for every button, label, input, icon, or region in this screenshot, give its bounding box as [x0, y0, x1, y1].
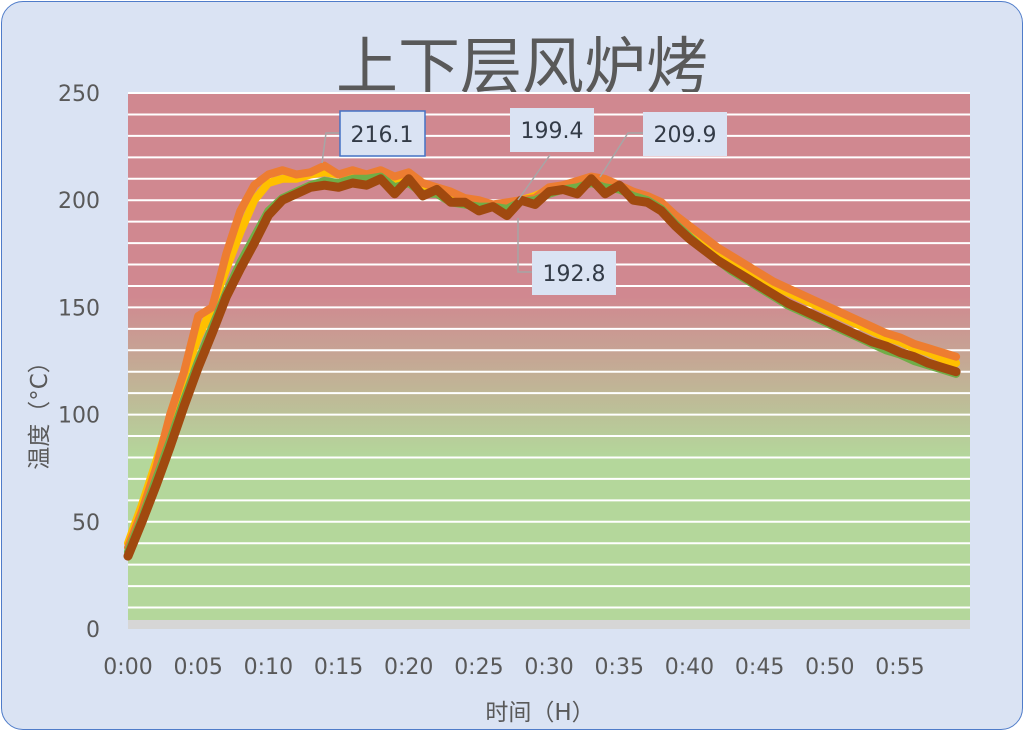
x-tick-label: 0:30: [524, 655, 573, 680]
y-tick-label: 150: [58, 296, 100, 321]
data-label-text: 209.9: [654, 123, 717, 148]
y-tick-label: 200: [58, 189, 100, 214]
series-line-4: [123, 174, 961, 561]
x-axis-label: 时间（H）: [485, 700, 594, 726]
chart-title: 上下层风炉烤: [336, 30, 708, 103]
x-tick-label: 0:25: [454, 655, 503, 680]
leader-line: [517, 154, 551, 201]
x-tick-label: 0:40: [665, 655, 714, 680]
x-tick-label: 0:35: [595, 655, 644, 680]
y-axis-label: 温度（°C）: [27, 350, 53, 470]
data-label-text: 199.4: [521, 119, 584, 144]
y-tick-label: 50: [72, 511, 100, 536]
data-label-216-1: 216.1: [321, 110, 426, 164]
x-tick-label: 0:10: [244, 655, 293, 680]
y-tick-label: 0: [86, 618, 100, 643]
data-label-box: [643, 112, 727, 156]
plot-area: [128, 93, 970, 629]
x-tick-label: 0:55: [875, 655, 924, 680]
x-tick-label: 0:50: [805, 655, 854, 680]
x-tick-label: 0:45: [735, 655, 784, 680]
data-label-192-8: 192.8: [517, 218, 616, 295]
y-tick-label: 100: [58, 404, 100, 429]
data-label-box: [532, 251, 616, 295]
x-tick-label: 0:15: [314, 655, 363, 680]
data-label-199-4: 199.4: [510, 108, 594, 201]
y-tick-label: 250: [58, 82, 100, 107]
data-label-box: [510, 108, 594, 152]
leader-line: [321, 132, 340, 164]
data-label-209-9: 209.9: [599, 112, 727, 178]
x-tick-label: 0:20: [384, 655, 433, 680]
leader-line: [599, 132, 643, 178]
x-tick-label: 0:00: [103, 655, 152, 680]
leader-line: [517, 218, 532, 273]
x-axis-band: [128, 620, 970, 629]
x-tick-label: 0:05: [173, 655, 222, 680]
data-label-box: [339, 110, 426, 157]
data-label-text: 192.8: [543, 262, 606, 287]
data-label-text: 216.1: [351, 123, 414, 148]
